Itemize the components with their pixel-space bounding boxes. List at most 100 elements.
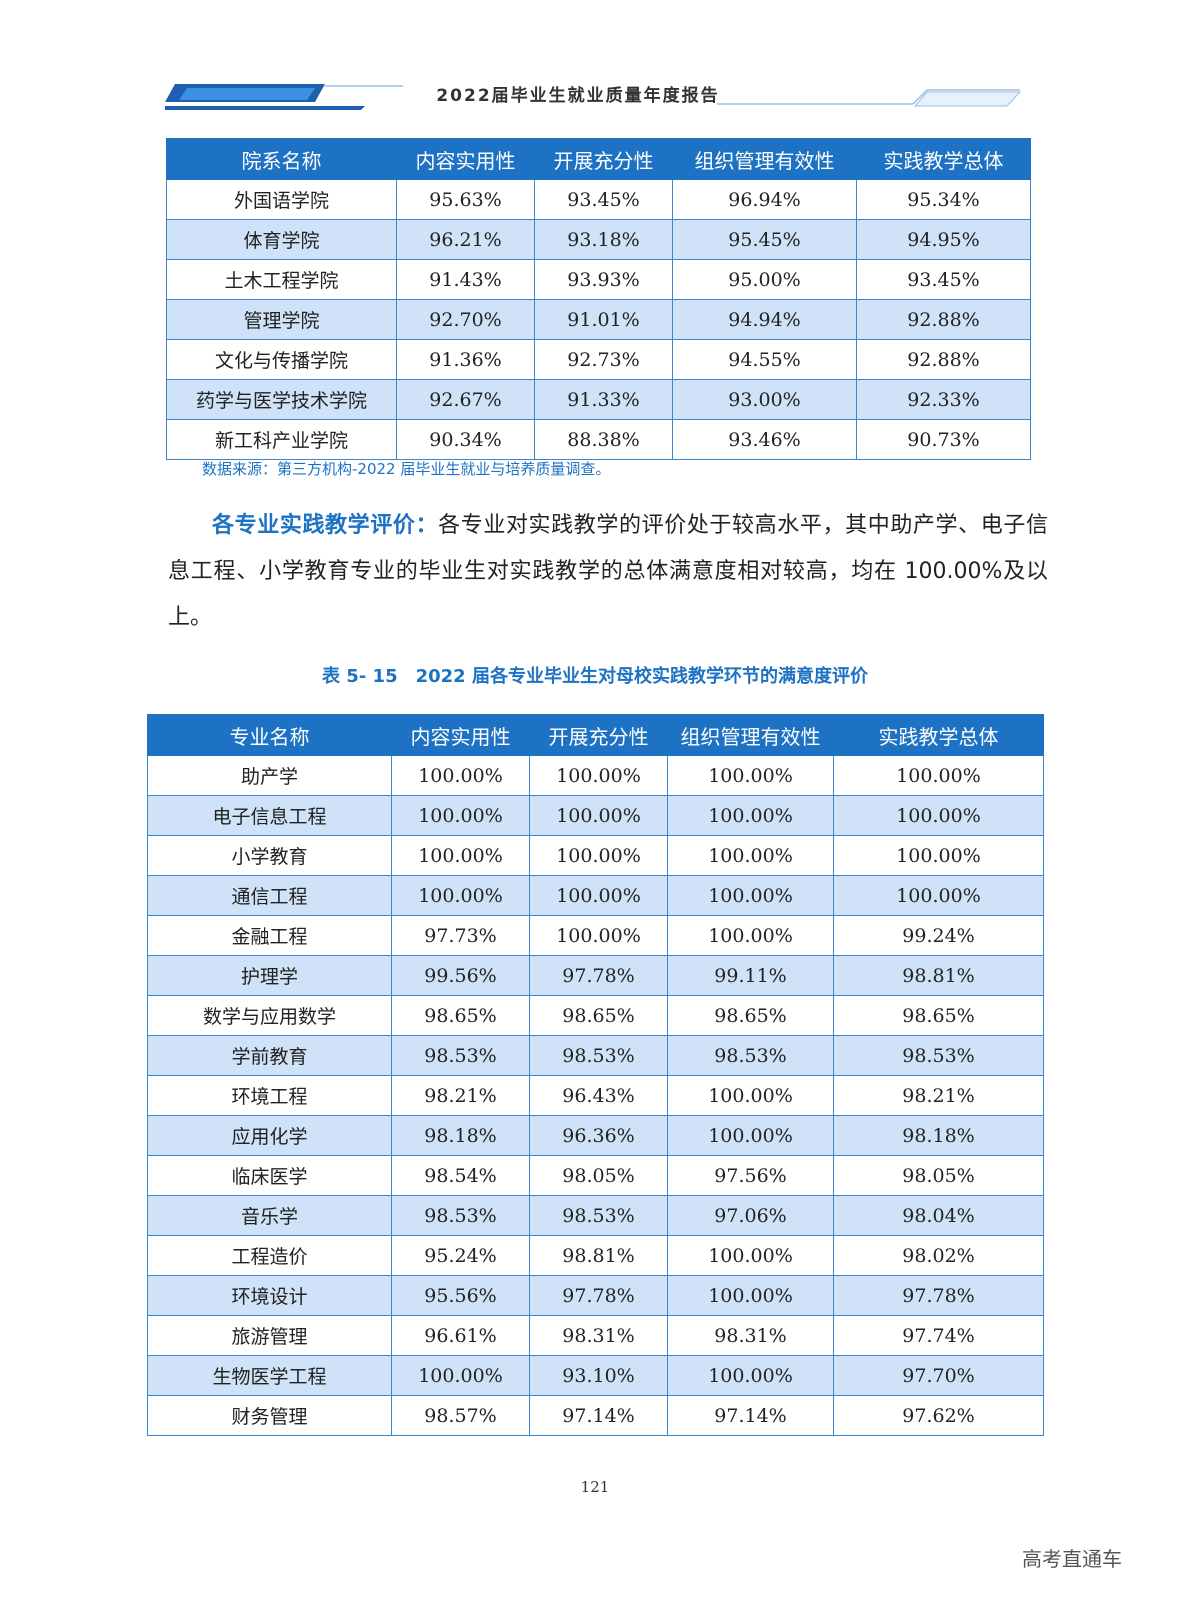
row-label-cell: 生物医学工程	[147, 1355, 392, 1396]
value-cell: 98.05%	[833, 1155, 1044, 1196]
value-cell: 96.94%	[672, 179, 857, 220]
value-cell: 91.43%	[396, 259, 535, 300]
column-header: 内容实用性	[396, 138, 535, 180]
college-evaluation-table: 院系名称 内容实用性 开展充分性 组织管理有效性 实践教学总体 外国语学院 95.63% 9…	[166, 138, 1031, 460]
table-row: 财务管理 98.57% 97.14% 97.14% 97.62%	[147, 1395, 1044, 1436]
value-cell: 97.56%	[667, 1155, 834, 1196]
column-header: 内容实用性	[391, 714, 530, 756]
value-cell: 90.34%	[396, 419, 535, 460]
value-cell: 100.00%	[529, 835, 668, 876]
value-cell: 98.53%	[833, 1035, 1044, 1076]
page-number: 121	[580, 1478, 610, 1496]
table-caption: 表 5- 15 2022 届各专业毕业生对母校实践教学环节的满意度评价	[322, 666, 868, 687]
value-cell: 100.00%	[667, 1075, 834, 1116]
value-cell: 100.00%	[529, 795, 668, 836]
row-label-cell: 土木工程学院	[166, 259, 397, 300]
value-cell: 93.10%	[529, 1355, 668, 1396]
value-cell: 97.14%	[529, 1395, 668, 1436]
table-row: 土木工程学院 91.43% 93.93% 95.00% 93.45%	[166, 259, 1031, 300]
value-cell: 95.24%	[391, 1235, 530, 1276]
row-label-cell: 财务管理	[147, 1395, 392, 1436]
row-label-cell: 学前教育	[147, 1035, 392, 1076]
row-label-cell: 助产学	[147, 755, 392, 796]
value-cell: 98.65%	[833, 995, 1044, 1036]
value-cell: 98.81%	[833, 955, 1044, 996]
value-cell: 98.53%	[529, 1195, 668, 1236]
value-cell: 98.21%	[391, 1075, 530, 1116]
value-cell: 92.88%	[856, 339, 1031, 380]
table-row: 护理学 99.56% 97.78% 99.11% 98.81%	[147, 955, 1044, 996]
row-label-cell: 数学与应用数学	[147, 995, 392, 1036]
value-cell: 97.78%	[529, 1275, 668, 1316]
paragraph-lead: 各专业实践教学评价：	[212, 513, 439, 538]
row-label-cell: 金融工程	[147, 915, 392, 956]
value-cell: 93.45%	[534, 179, 673, 220]
value-cell: 91.33%	[534, 379, 673, 420]
value-cell: 100.00%	[391, 795, 530, 836]
table-row: 环境设计 95.56% 97.78% 100.00% 97.78%	[147, 1275, 1044, 1316]
value-cell: 100.00%	[529, 755, 668, 796]
value-cell: 97.74%	[833, 1315, 1044, 1356]
row-label-cell: 体育学院	[166, 219, 397, 260]
value-cell: 97.78%	[833, 1275, 1044, 1316]
table-header-row: 院系名称 内容实用性 开展充分性 组织管理有效性 实践教学总体	[166, 138, 1031, 180]
value-cell: 97.14%	[667, 1395, 834, 1436]
value-cell: 100.00%	[391, 875, 530, 916]
value-cell: 95.00%	[672, 259, 857, 300]
row-label-cell: 文化与传播学院	[166, 339, 397, 380]
value-cell: 100.00%	[667, 1235, 834, 1276]
page-header: 2022届毕业生就业质量年度报告	[165, 72, 1045, 120]
value-cell: 100.00%	[391, 835, 530, 876]
value-cell: 91.36%	[396, 339, 535, 380]
value-cell: 100.00%	[529, 915, 668, 956]
table-row: 体育学院 96.21% 93.18% 95.45% 94.95%	[166, 219, 1031, 260]
body-paragraph: 各专业实践教学评价：各专业对实践教学的评价处于较高水平，其中助产学、电子信息工程…	[168, 503, 1048, 641]
value-cell: 100.00%	[391, 1355, 530, 1396]
value-cell: 97.62%	[833, 1395, 1044, 1436]
value-cell: 92.88%	[856, 299, 1031, 340]
value-cell: 98.04%	[833, 1195, 1044, 1236]
value-cell: 92.33%	[856, 379, 1031, 420]
row-label-cell: 新工科产业学院	[166, 419, 397, 460]
value-cell: 99.24%	[833, 915, 1044, 956]
table-row: 临床医学 98.54% 98.05% 97.56% 98.05%	[147, 1155, 1044, 1196]
value-cell: 100.00%	[667, 1115, 834, 1156]
table-row: 旅游管理 96.61% 98.31% 98.31% 97.74%	[147, 1315, 1044, 1356]
value-cell: 98.53%	[391, 1035, 530, 1076]
value-cell: 92.70%	[396, 299, 535, 340]
value-cell: 98.21%	[833, 1075, 1044, 1116]
value-cell: 100.00%	[667, 835, 834, 876]
column-header: 院系名称	[166, 138, 397, 180]
value-cell: 98.18%	[833, 1115, 1044, 1156]
table-row: 音乐学 98.53% 98.53% 97.06% 98.04%	[147, 1195, 1044, 1236]
value-cell: 98.18%	[391, 1115, 530, 1156]
table-row: 小学教育 100.00% 100.00% 100.00% 100.00%	[147, 835, 1044, 876]
column-header: 组织管理有效性	[672, 138, 857, 180]
value-cell: 98.31%	[667, 1315, 834, 1356]
value-cell: 96.43%	[529, 1075, 668, 1116]
value-cell: 88.38%	[534, 419, 673, 460]
table-row: 助产学 100.00% 100.00% 100.00% 100.00%	[147, 755, 1044, 796]
value-cell: 97.78%	[529, 955, 668, 996]
value-cell: 98.02%	[833, 1235, 1044, 1276]
column-header: 实践教学总体	[856, 138, 1031, 180]
value-cell: 97.06%	[667, 1195, 834, 1236]
value-cell: 98.65%	[667, 995, 834, 1036]
table-row: 外国语学院 95.63% 93.45% 96.94% 95.34%	[166, 179, 1031, 220]
table-row: 工程造价 95.24% 98.81% 100.00% 98.02%	[147, 1235, 1044, 1276]
row-label-cell: 环境工程	[147, 1075, 392, 1116]
value-cell: 99.56%	[391, 955, 530, 996]
value-cell: 96.21%	[396, 219, 535, 260]
value-cell: 94.55%	[672, 339, 857, 380]
value-cell: 96.61%	[391, 1315, 530, 1356]
header-banner-graphic	[165, 84, 1022, 110]
value-cell: 97.70%	[833, 1355, 1044, 1396]
row-label-cell: 外国语学院	[166, 179, 397, 220]
major-evaluation-table: 专业名称 内容实用性 开展充分性 组织管理有效性 实践教学总体 助产学 100.00% 10…	[147, 714, 1044, 1436]
row-label-cell: 工程造价	[147, 1235, 392, 1276]
table-row: 通信工程 100.00% 100.00% 100.00% 100.00%	[147, 875, 1044, 916]
column-header: 开展充分性	[529, 714, 668, 756]
value-cell: 98.53%	[529, 1035, 668, 1076]
value-cell: 100.00%	[833, 795, 1044, 836]
value-cell: 92.73%	[534, 339, 673, 380]
